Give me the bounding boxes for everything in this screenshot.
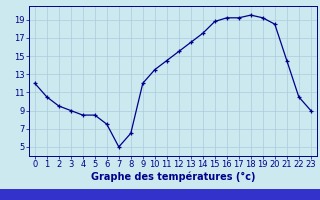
X-axis label: Graphe des températures (°c): Graphe des températures (°c) bbox=[91, 172, 255, 182]
